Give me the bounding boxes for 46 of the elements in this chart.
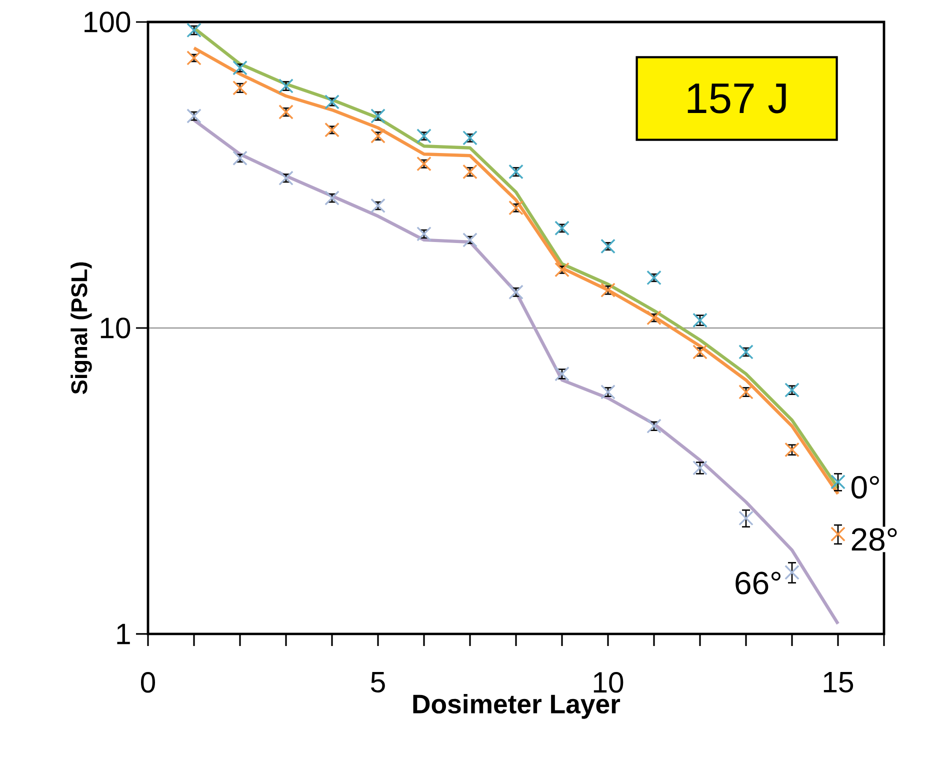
point (232, 150, 248, 166)
point (600, 384, 616, 400)
point (508, 200, 524, 216)
point (738, 344, 754, 360)
point (738, 510, 754, 526)
x-tick-label: 0 (140, 672, 156, 693)
point (554, 262, 570, 278)
x-axis-title: Dosimeter Layer (413, 694, 620, 719)
series-label: 0° (852, 476, 879, 499)
point (324, 122, 340, 138)
point (554, 220, 570, 236)
point (600, 282, 616, 298)
point (508, 284, 524, 300)
x-tick-label: 10 (594, 672, 624, 693)
line-series (192, 118, 840, 626)
point (370, 198, 386, 214)
y-tick-label: 100 (84, 12, 130, 32)
point (278, 170, 294, 186)
x-tick-label: 15 (824, 672, 854, 692)
point (462, 164, 478, 180)
point (370, 128, 386, 144)
y-tick-label: 10 (100, 318, 130, 338)
point (646, 418, 662, 434)
series-label: 28° (852, 528, 897, 551)
x-tick-label: 5 (371, 672, 385, 692)
point (692, 344, 708, 360)
point (324, 94, 340, 110)
annotation: 157 J (688, 84, 786, 114)
point (416, 156, 432, 172)
point (830, 526, 846, 542)
point (784, 564, 800, 580)
point (646, 270, 662, 286)
y-axis-title: Signal (PSL) (70, 262, 92, 394)
point (462, 232, 478, 248)
point (186, 50, 202, 66)
point (738, 384, 754, 400)
point (278, 78, 294, 94)
point (232, 60, 248, 76)
point (416, 128, 432, 144)
point (508, 164, 524, 180)
point (462, 130, 478, 146)
series-label: 66° (736, 572, 780, 594)
point (600, 238, 616, 254)
point (646, 310, 662, 326)
y-tick-label: 1 (117, 624, 130, 644)
point (416, 226, 432, 242)
